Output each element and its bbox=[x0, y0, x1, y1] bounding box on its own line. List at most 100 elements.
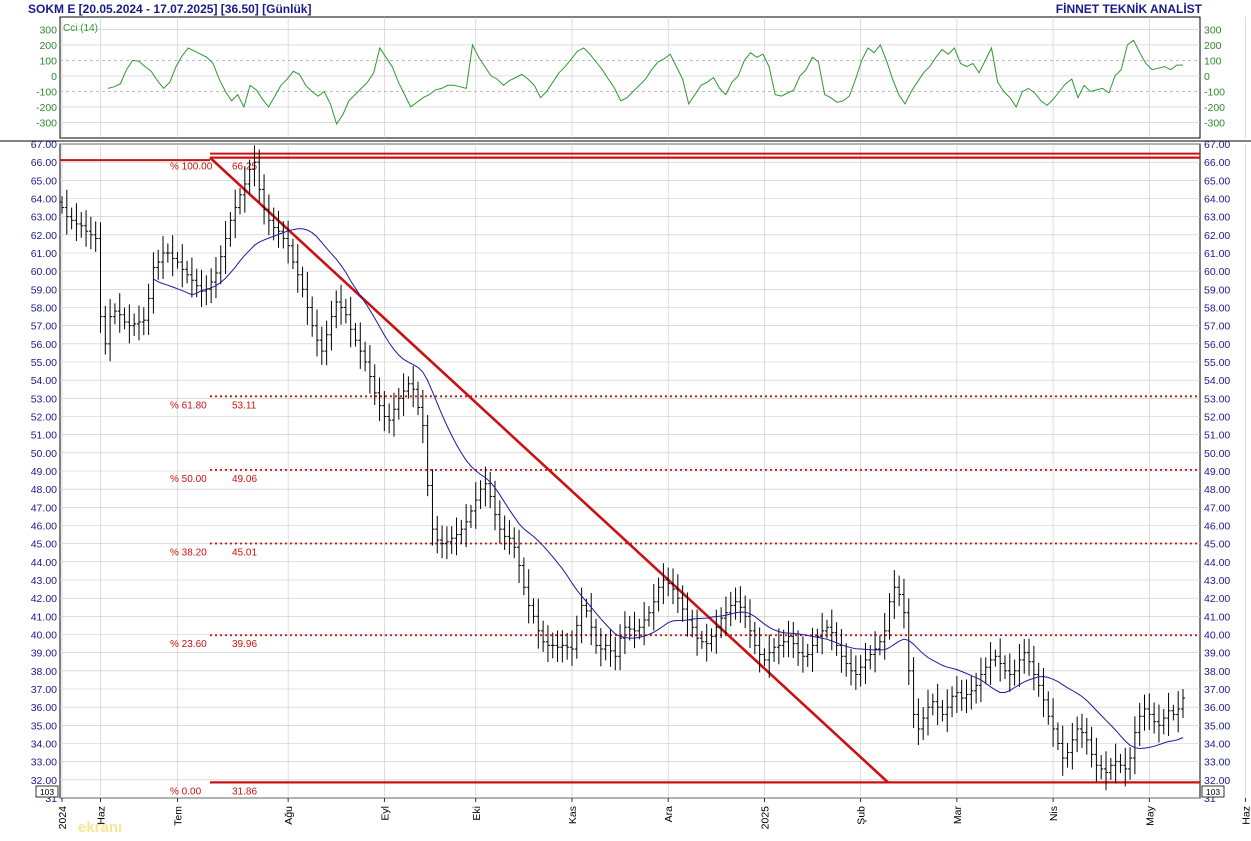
y-tick-label-left: 51.00 bbox=[31, 430, 57, 442]
y-tick-label-right: 45.00 bbox=[1204, 539, 1230, 551]
y-tick-label-right: 47.00 bbox=[1204, 502, 1230, 514]
y-tick-label-left: 63.00 bbox=[31, 212, 57, 224]
x-tick-label: Eyl bbox=[379, 806, 391, 821]
y-tick-label-left: 52.00 bbox=[31, 412, 57, 424]
y-tick-label-right: 61.00 bbox=[1204, 248, 1230, 260]
y-tick-label-right: 64.00 bbox=[1204, 194, 1230, 206]
y-tick-label-right: 58.00 bbox=[1204, 303, 1230, 315]
y-tick-label-left: 46.00 bbox=[31, 521, 57, 533]
y-tick-label-right: 57.00 bbox=[1204, 321, 1230, 333]
x-tick-label: Mar bbox=[952, 806, 964, 825]
cci-tick-label-left: -100 bbox=[36, 86, 57, 98]
y-tick-label-left: 66.00 bbox=[31, 157, 57, 169]
y-tick-label-left: 31 bbox=[45, 793, 57, 805]
y-tick-label-right: 39.00 bbox=[1204, 648, 1230, 660]
y-tick-label-right: 36.00 bbox=[1204, 702, 1230, 714]
y-tick-label-left: 55.00 bbox=[31, 357, 57, 369]
y-tick-label-left: 48.00 bbox=[31, 484, 57, 496]
cci-label: Cci (14) bbox=[63, 23, 98, 34]
fib-level-value: 31.86 bbox=[232, 786, 257, 797]
y-tick-label-right: 65.00 bbox=[1204, 175, 1230, 187]
ma-line bbox=[153, 228, 1184, 750]
cci-tick-label-right: -300 bbox=[1204, 117, 1225, 129]
y-tick-label-right: 51.00 bbox=[1204, 430, 1230, 442]
y-tick-label-right: 32.00 bbox=[1204, 775, 1230, 787]
cci-line bbox=[107, 39, 1183, 126]
x-tick-label: Nis bbox=[1048, 806, 1060, 821]
x-tick-label: Haz bbox=[95, 806, 107, 825]
y-tick-label-left: 65.00 bbox=[31, 175, 57, 187]
y-tick-label-right: 48.00 bbox=[1204, 484, 1230, 496]
y-tick-label-right: 33.00 bbox=[1204, 757, 1230, 769]
fib-level-percent: % 23.60 bbox=[170, 639, 207, 650]
y-tick-label-left: 44.00 bbox=[31, 557, 57, 569]
x-tick-label: May bbox=[1144, 805, 1156, 826]
cci-tick-label-right: 300 bbox=[1204, 24, 1222, 36]
cci-series bbox=[107, 39, 1183, 126]
fib-level-percent: % 38.20 bbox=[170, 547, 207, 558]
y-tick-label-left: 59.00 bbox=[31, 284, 57, 296]
y-tick-label-left: 56.00 bbox=[31, 339, 57, 351]
y-tick-label-left: 47.00 bbox=[31, 502, 57, 514]
fib-level-value: 53.11 bbox=[232, 400, 257, 411]
y-tick-label-right: 37.00 bbox=[1204, 684, 1230, 696]
x-tick-label: Ağu bbox=[283, 806, 295, 825]
cci-tick-label-left: -200 bbox=[36, 102, 57, 114]
x-tick-label: Eki bbox=[471, 806, 483, 821]
y-tick-label-right: 53.00 bbox=[1204, 393, 1230, 405]
y-tick-label-left: 45.00 bbox=[31, 539, 57, 551]
cci-grid bbox=[60, 29, 1200, 123]
unit-box bbox=[35, 785, 59, 798]
y-tick-label-right: 46.00 bbox=[1204, 521, 1230, 533]
y-tick-label-right: 55.00 bbox=[1204, 357, 1230, 369]
cci-tick-label-left: 200 bbox=[39, 40, 57, 52]
fib-level-value: 39.96 bbox=[232, 639, 257, 650]
y-tick-label-right: 54.00 bbox=[1204, 375, 1230, 387]
y-tick-label-left: 36.00 bbox=[31, 702, 57, 714]
fib-level-value: 49.06 bbox=[232, 474, 257, 485]
x-axis: 2024 Haz Tem Ağu Eyl Eki Kas Ara 2025 Şub Mar Nis Ma… bbox=[57, 798, 1251, 829]
unit-box bbox=[1201, 785, 1225, 798]
chart-title: SOKM E [20.05.2024 - 17.07.2025] [36.50]… bbox=[28, 2, 312, 16]
price-axis: 31 31 32.00 32.00 33.00 33.00 34.00 34.00 35.00 3… bbox=[31, 139, 1231, 805]
cci-axis: 300 300 200 200 100 100 0 0 -100 -100 -200 -200 -300… bbox=[36, 24, 1225, 129]
brand-label: FİNNET TEKNİK ANALİST bbox=[1055, 2, 1202, 16]
y-tick-label-right: 44.00 bbox=[1204, 557, 1230, 569]
y-tick-label-left: 61.00 bbox=[31, 248, 57, 260]
cci-panel bbox=[59, 16, 1201, 139]
y-tick-label-left: 67.00 bbox=[31, 139, 57, 151]
y-tick-label-right: 52.00 bbox=[1204, 412, 1230, 424]
y-tick-label-left: 41.00 bbox=[31, 611, 57, 623]
y-tick-label-left: 42.00 bbox=[31, 593, 57, 605]
cci-tick-label-right: -100 bbox=[1204, 86, 1225, 98]
y-tick-label-right: 35.00 bbox=[1204, 720, 1230, 732]
cci-tick-label-left: 100 bbox=[39, 55, 57, 67]
cci-tick-label-left: -300 bbox=[36, 117, 57, 129]
cci-tick-label-right: 0 bbox=[1204, 71, 1210, 83]
y-tick-label-left: 38.00 bbox=[31, 666, 57, 678]
moving-average bbox=[153, 228, 1184, 750]
y-tick-label-left: 37.00 bbox=[31, 684, 57, 696]
y-tick-label-right: 59.00 bbox=[1204, 284, 1230, 296]
cci-tick-label-left: 0 bbox=[51, 71, 57, 83]
unit-label: 103 bbox=[40, 787, 54, 797]
y-tick-label-left: 50.00 bbox=[31, 448, 57, 460]
y-tick-label-right: 66.00 bbox=[1204, 157, 1230, 169]
y-tick-label-left: 62.00 bbox=[31, 230, 57, 242]
cci-tick-label-left: 300 bbox=[39, 24, 57, 36]
y-tick-label-right: 42.00 bbox=[1204, 593, 1230, 605]
y-tick-label-left: 54.00 bbox=[31, 375, 57, 387]
y-tick-label-left: 60.00 bbox=[31, 266, 57, 278]
x-tick-label: Şub bbox=[856, 806, 868, 825]
y-tick-label-left: 43.00 bbox=[31, 575, 57, 587]
x-tick-label: Haz bbox=[1241, 806, 1251, 825]
cci-tick-label-right: 200 bbox=[1204, 40, 1222, 52]
ohlc-bars bbox=[60, 145, 1185, 791]
fib-level-percent: % 61.80 bbox=[170, 400, 207, 411]
y-tick-label-right: 56.00 bbox=[1204, 339, 1230, 351]
watermark-logo: ekranı bbox=[78, 819, 122, 836]
x-tick-label: 2025 bbox=[759, 806, 771, 830]
y-tick-label-left: 39.00 bbox=[31, 648, 57, 660]
fib-level-value: 45.01 bbox=[232, 547, 257, 558]
x-tick-label: Ara bbox=[663, 806, 675, 823]
